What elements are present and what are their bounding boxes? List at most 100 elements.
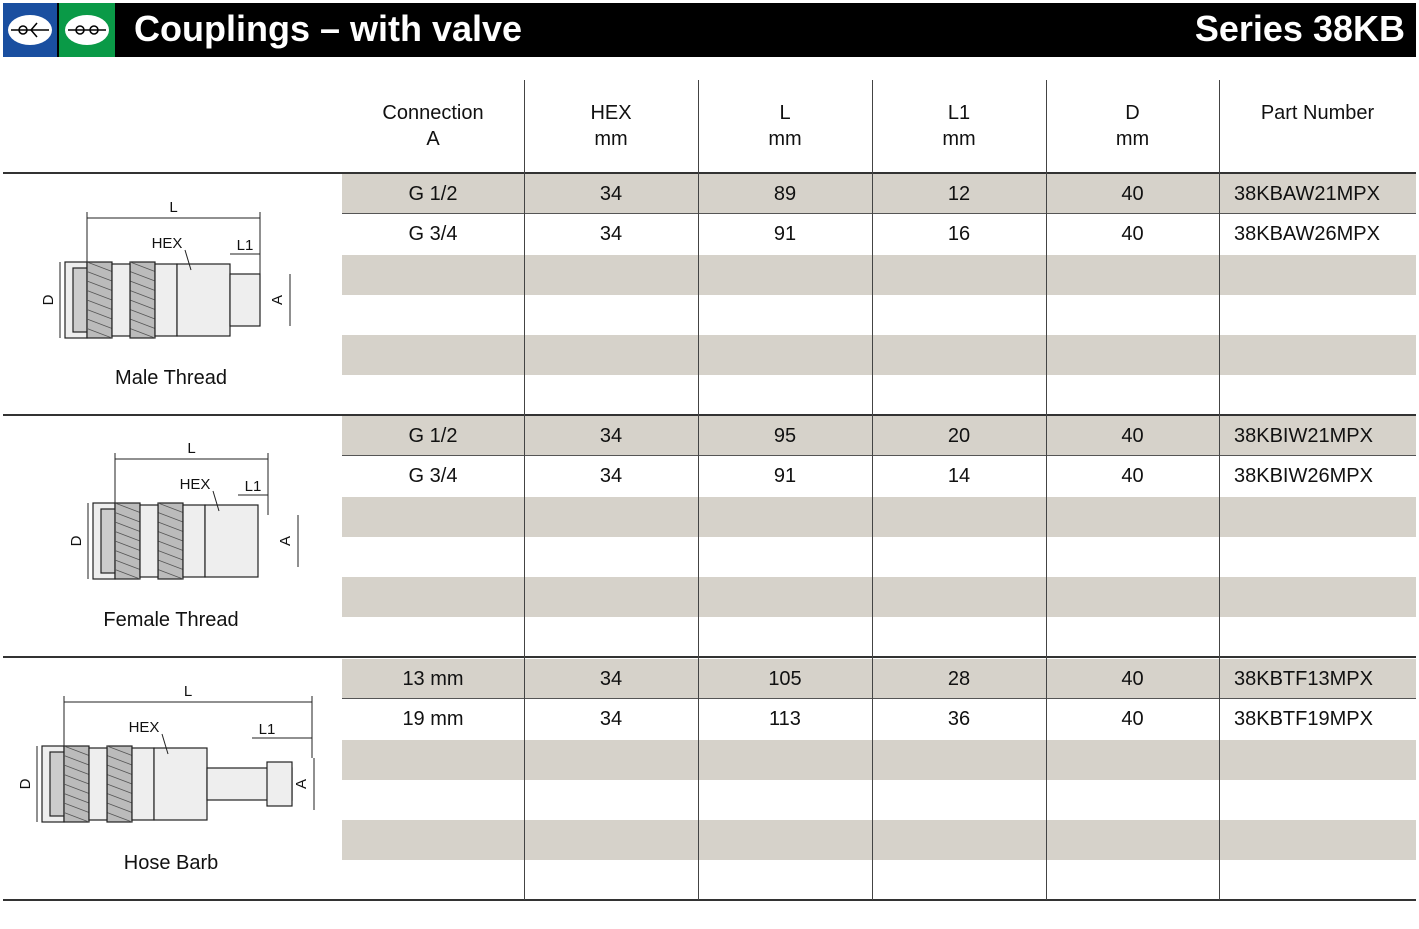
column-rule bbox=[1046, 80, 1047, 900]
cell: 113 bbox=[769, 708, 801, 731]
drawing-shape bbox=[129, 318, 156, 329]
drawing-shape bbox=[86, 280, 113, 291]
drawing-shape bbox=[86, 290, 113, 301]
drawing-shape bbox=[114, 502, 141, 513]
drawing-shape bbox=[63, 745, 90, 756]
coupling-drawing: L HEX L1 D A bbox=[40, 199, 291, 339]
drawing-shape bbox=[157, 540, 184, 551]
group-rule bbox=[3, 414, 1416, 416]
cell: 12 bbox=[947, 183, 971, 205]
drawing-shape bbox=[153, 747, 208, 821]
drawing-shape bbox=[106, 812, 133, 823]
drawing-shape bbox=[129, 261, 156, 272]
drawing-shape bbox=[229, 273, 261, 327]
group-name: Hose Barb bbox=[123, 852, 219, 874]
cell: 38KBIW26MPX bbox=[1234, 465, 1373, 488]
drawing-shape bbox=[139, 504, 159, 578]
cell: 40 bbox=[1121, 223, 1144, 246]
row-band bbox=[342, 659, 1416, 700]
row-band bbox=[342, 335, 1416, 376]
header-bar bbox=[3, 3, 1416, 57]
drawing-shape bbox=[129, 328, 156, 339]
drawing-shape bbox=[114, 569, 141, 580]
icons bbox=[3, 3, 115, 57]
drawing-shape bbox=[106, 755, 133, 766]
cell: 38KBTF19MPX bbox=[1234, 708, 1373, 731]
row-separator bbox=[342, 455, 1416, 457]
column-header: L bbox=[779, 102, 791, 124]
drawing-label: L bbox=[187, 440, 195, 457]
drawing-shape bbox=[176, 263, 231, 337]
drawing-shape bbox=[129, 309, 156, 320]
row-band bbox=[342, 416, 1416, 457]
drawing-label: HEX bbox=[180, 476, 211, 493]
drawing-shape bbox=[131, 747, 155, 821]
drawing-shape bbox=[106, 783, 133, 794]
cell: 40 bbox=[1121, 668, 1144, 690]
drawing-shape bbox=[63, 764, 90, 775]
drawing-shape bbox=[86, 261, 113, 272]
drawing-label: A bbox=[269, 295, 286, 305]
drawing-label: L bbox=[169, 199, 177, 216]
column-rule bbox=[524, 80, 525, 900]
drawing-shape bbox=[86, 309, 113, 320]
cell: 38KBIW21MPX bbox=[1234, 425, 1373, 447]
column-header: mm bbox=[768, 128, 802, 150]
drawing-shape bbox=[114, 540, 141, 551]
drawing-label: A bbox=[277, 536, 294, 546]
drawing-shape bbox=[114, 559, 141, 570]
cell: 40 bbox=[1121, 465, 1144, 488]
column-header: A bbox=[426, 128, 440, 150]
row-band bbox=[342, 820, 1416, 861]
drawing-shape bbox=[114, 531, 141, 542]
cell: 14 bbox=[947, 465, 971, 488]
cell: G 3/4 bbox=[408, 223, 458, 246]
column-header: mm bbox=[1115, 128, 1150, 150]
cell: 34 bbox=[599, 425, 623, 447]
column-header: Connection bbox=[382, 102, 484, 124]
drawing-label: A bbox=[293, 779, 310, 789]
drawing-shape bbox=[129, 271, 156, 282]
cell: 38KBAW26MPX bbox=[1234, 223, 1380, 246]
drawing-shape bbox=[86, 299, 113, 310]
drawing-label: D bbox=[68, 535, 85, 546]
cell: 40 bbox=[1121, 183, 1144, 205]
drawing-shape bbox=[72, 267, 88, 333]
group-rule bbox=[3, 899, 1416, 901]
cell: 40 bbox=[1121, 425, 1144, 447]
cell: 34 bbox=[599, 183, 623, 205]
drawing-shape bbox=[157, 521, 184, 532]
drawing-shape bbox=[106, 793, 133, 804]
drawing-shape bbox=[157, 531, 184, 542]
drawing-shape bbox=[157, 559, 184, 570]
title: Couplings – with valve bbox=[134, 8, 523, 49]
cell: 20 bbox=[947, 425, 971, 447]
drawing-shape bbox=[157, 502, 184, 580]
cell: 34 bbox=[599, 223, 623, 246]
drawing-label: D bbox=[40, 294, 57, 305]
drawing-shape bbox=[114, 512, 141, 523]
group-name: Female Thread bbox=[103, 609, 239, 631]
cell: 105 bbox=[768, 668, 802, 690]
drawing-shape bbox=[63, 755, 90, 766]
drawing-shape bbox=[154, 263, 178, 337]
drawing-shape bbox=[157, 512, 184, 523]
drawing-shape bbox=[106, 745, 133, 756]
row-separator bbox=[342, 698, 1416, 700]
cell: 13 mm bbox=[402, 668, 464, 690]
drawing-shape bbox=[111, 263, 131, 337]
drawing-shape bbox=[129, 280, 156, 291]
drawing-shape bbox=[63, 783, 90, 794]
series: Series 38KB bbox=[1194, 8, 1405, 49]
column-header: HEX bbox=[590, 102, 632, 124]
header-rule bbox=[3, 172, 1416, 174]
drawing-shape bbox=[88, 747, 108, 821]
cell: 19 mm bbox=[402, 708, 464, 731]
row-band bbox=[342, 496, 1416, 537]
cell: 28 bbox=[947, 668, 971, 690]
drawing-label: HEX bbox=[129, 719, 160, 736]
drawing-shape bbox=[86, 328, 113, 339]
cell: 36 bbox=[947, 708, 971, 731]
drawing-shape bbox=[63, 812, 90, 823]
